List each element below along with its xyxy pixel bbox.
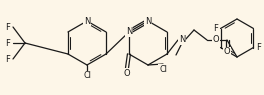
Text: N: N [145,17,151,25]
Text: F: F [5,23,10,32]
Text: Cl: Cl [83,72,91,80]
Text: Cl: Cl [159,65,167,74]
Text: O: O [213,36,219,44]
Text: O: O [224,48,230,57]
Text: O: O [124,68,130,78]
Text: N: N [84,17,90,25]
Text: F: F [213,24,218,33]
Text: N: N [126,27,132,36]
Text: F: F [5,55,10,63]
Text: N: N [179,36,185,44]
Text: F: F [256,43,261,52]
Text: F: F [5,38,10,48]
